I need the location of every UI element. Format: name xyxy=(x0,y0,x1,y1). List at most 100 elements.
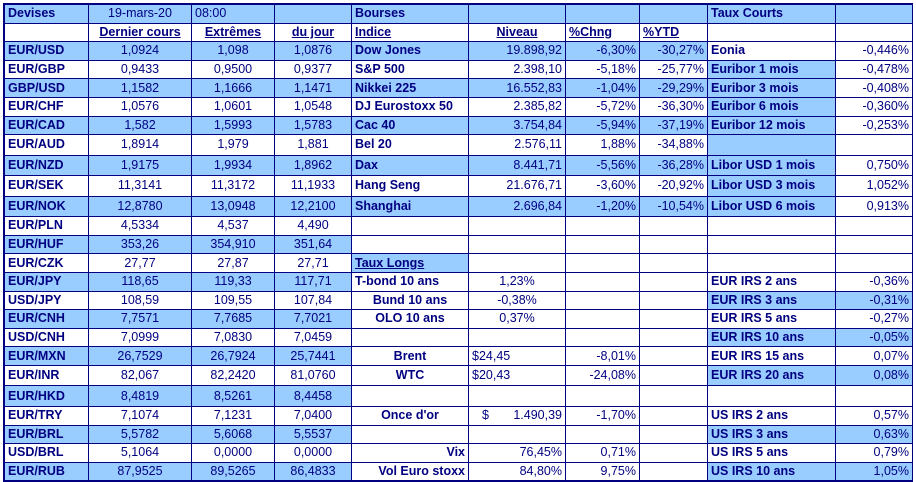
index-level: 2.398,10 xyxy=(468,59,566,80)
extreme-price: 354,910 xyxy=(191,234,275,255)
extreme-price: 1,0601 xyxy=(191,96,275,117)
header-empty-cell xyxy=(468,4,566,24)
day-price: 11,1933 xyxy=(274,175,352,197)
rate-name: EUR IRS 5 ans xyxy=(707,309,836,329)
index-level: -0,38% xyxy=(468,290,566,311)
day-price: 7,0459 xyxy=(274,327,352,348)
table-row: EUR/HUF 353,26 354,910 351,64 xyxy=(4,234,913,255)
index-level: 0,37% xyxy=(468,309,566,329)
day-price: 117,71 xyxy=(274,271,352,292)
last-price: 8,4819 xyxy=(88,385,192,407)
day-price: 1,5783 xyxy=(274,115,352,136)
index-change xyxy=(565,309,640,329)
rate-value xyxy=(835,134,913,156)
index-name: Nikkei 225 xyxy=(351,78,469,98)
last-price: 1,9175 xyxy=(88,154,192,177)
index-level xyxy=(468,234,566,255)
index-level xyxy=(468,327,566,348)
level-value: 1.490,39 xyxy=(513,408,562,423)
rate-value: 0,08% xyxy=(835,364,913,387)
rate-value xyxy=(835,234,913,255)
rate-name xyxy=(707,234,836,255)
index-change: -1,20% xyxy=(565,195,640,218)
index-change xyxy=(565,290,640,311)
day-price: 1,0548 xyxy=(274,96,352,117)
rate-name xyxy=(707,253,836,273)
currency-pair: USD/BRL xyxy=(4,443,89,463)
index-change: -5,94% xyxy=(565,115,640,136)
currency-pair: EUR/GBP xyxy=(4,59,89,80)
index-level: 16.552,83 xyxy=(468,78,566,98)
rate-name: Libor USD 1 mois xyxy=(707,154,836,177)
rate-value: -0,360% xyxy=(835,96,913,117)
col-header-ytd: %YTD xyxy=(639,22,708,43)
rate-value: -0,31% xyxy=(835,290,913,311)
extreme-price: 119,33 xyxy=(191,271,275,292)
table-row: EUR/NOK 12,8780 13,0948 12,2100 Shanghai 2.69… xyxy=(4,195,913,218)
index-name xyxy=(351,424,469,445)
currency-pair: EUR/CAD xyxy=(4,115,89,136)
index-change xyxy=(565,253,640,273)
index-level xyxy=(468,424,566,445)
index-name: S&P 500 xyxy=(351,59,469,80)
rate-name: US IRS 2 ans xyxy=(707,405,836,426)
table-row: EUR/JPY 118,65 119,33 117,71 T-bond 10 ans 1,… xyxy=(4,271,913,292)
currency-pair: EUR/JPY xyxy=(4,271,89,292)
index-ytd xyxy=(639,234,708,255)
currency-pair: EUR/AUD xyxy=(4,134,89,156)
last-price: 4,5334 xyxy=(88,216,192,236)
table-row: EUR/CAD 1,582 1,5993 1,5783 Cac 40 3.754,84 -5… xyxy=(4,115,913,136)
last-price: 87,9525 xyxy=(88,461,192,482)
index-name: OLO 10 ans xyxy=(351,309,469,329)
extreme-price: 109,55 xyxy=(191,290,275,311)
col-header-du-jour: du jour xyxy=(274,22,352,43)
extreme-price: 27,87 xyxy=(191,253,275,273)
rate-name: EUR IRS 15 ans xyxy=(707,346,836,366)
day-price: 0,9377 xyxy=(274,59,352,80)
index-ytd xyxy=(639,385,708,407)
index-ytd: -10,54% xyxy=(639,195,708,218)
day-price: 8,4458 xyxy=(274,385,352,407)
index-level: $24,45 xyxy=(468,346,566,366)
currency-pair: EUR/HKD xyxy=(4,385,89,407)
index-level xyxy=(468,253,566,273)
day-price: 86,4833 xyxy=(274,461,352,482)
table-row: EUR/RUB 87,9525 89,5265 86,4833 Vol Euro sto… xyxy=(4,461,913,482)
table-row: EUR/PLN 4,5334 4,537 4,490 xyxy=(4,216,913,236)
index-name: Shanghai xyxy=(351,195,469,218)
last-price: 118,65 xyxy=(88,271,192,292)
rate-value: -0,408% xyxy=(835,78,913,98)
currency-pair: EUR/RUB xyxy=(4,461,89,482)
currency-pair: EUR/SEK xyxy=(4,175,89,197)
index-level: 2.385,82 xyxy=(468,96,566,117)
index-name xyxy=(351,385,469,407)
table-row: EUR/HKD 8,4819 8,5261 8,4458 xyxy=(4,385,913,407)
index-name xyxy=(351,234,469,255)
table-row: EUR/NZD 1,9175 1,9934 1,8962 Dax 8.441,71 -5,5… xyxy=(4,154,913,177)
header-empty-cell xyxy=(835,4,913,24)
index-level: 84,80% xyxy=(468,461,566,482)
currency-pair: USD/CNH xyxy=(4,327,89,348)
index-level xyxy=(468,385,566,407)
currency-pair: EUR/HUF xyxy=(4,234,89,255)
rate-value: -0,478% xyxy=(835,59,913,80)
index-change: 1,88% xyxy=(565,134,640,156)
extreme-price: 5,6068 xyxy=(191,424,275,445)
day-price: 27,71 xyxy=(274,253,352,273)
rate-value xyxy=(835,216,913,236)
table-row: EUR/INR 82,067 82,2420 81,0760 WTC $20,43 -24,… xyxy=(4,364,913,387)
index-ytd: -20,92% xyxy=(639,175,708,197)
index-ytd xyxy=(639,461,708,482)
index-name: Bel 20 xyxy=(351,134,469,156)
day-price: 1,1471 xyxy=(274,78,352,98)
index-change: -1,04% xyxy=(565,78,640,98)
index-level: 2.696,84 xyxy=(468,195,566,218)
currency-pair: EUR/PLN xyxy=(4,216,89,236)
col-header-indice: Indice xyxy=(351,22,469,43)
last-price: 27,77 xyxy=(88,253,192,273)
index-ytd xyxy=(639,309,708,329)
rate-name: Euribor 3 mois xyxy=(707,78,836,98)
rate-name: Euribor 6 mois xyxy=(707,96,836,117)
date-cell: 19-mars-20 xyxy=(88,4,192,24)
currency-pair: EUR/TRY xyxy=(4,405,89,426)
